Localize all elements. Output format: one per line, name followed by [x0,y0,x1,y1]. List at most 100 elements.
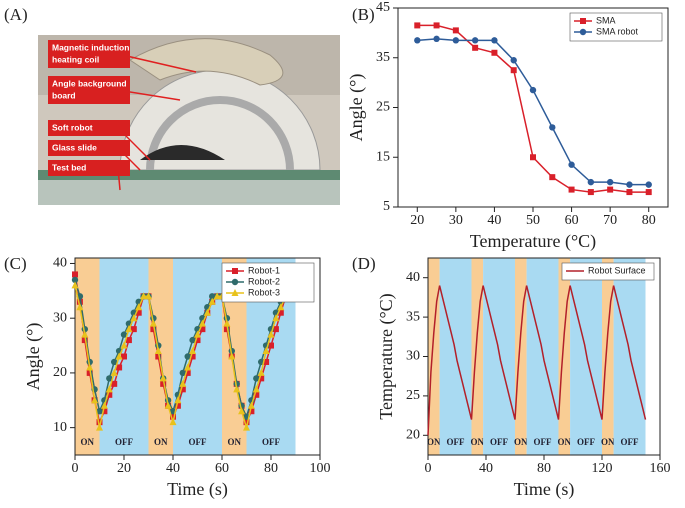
marker [111,380,118,387]
marker [223,326,230,333]
marker [491,49,498,56]
marker [96,423,103,431]
x-tick-label: 80 [642,213,656,228]
marker [248,408,255,415]
marker [587,189,594,196]
marker [198,319,206,327]
marker [247,401,255,409]
series-line [417,38,649,186]
marker [253,391,260,398]
phase-label: OFF [577,437,595,447]
plot-frame [74,257,321,456]
marker [645,189,652,196]
marker [471,37,479,44]
legend-marker [579,28,587,36]
marker [174,396,182,404]
marker [150,326,157,333]
series-line [427,285,647,436]
legend-label: SMA [596,15,616,25]
marker [277,309,284,316]
marker [116,364,123,371]
label-box [48,140,130,156]
marker [159,374,167,382]
y-tick-label: 35 [406,309,420,324]
marker [277,303,285,311]
x-axis-title: Time (s) [514,479,575,500]
y-tick-label: 30 [53,310,67,325]
marker [568,186,575,193]
marker [194,337,201,344]
x-tick-label: 20 [410,213,424,228]
marker [110,368,118,376]
marker [510,57,517,64]
marker [238,407,246,415]
x-tick-label: 40 [479,461,493,476]
phase-label: OFF [262,437,280,447]
marker [189,347,197,355]
soft-robot [140,145,225,160]
photo-label: Test bed [52,162,86,172]
marker [71,276,79,284]
phase-band [558,258,571,455]
y-tick-label: 10 [53,420,67,435]
x-tick-label: 50 [526,213,540,228]
phase-label: ON [601,437,615,447]
marker [203,308,211,316]
marker [179,369,186,377]
phase-band [173,258,222,455]
marker [164,401,172,409]
y-tick-label: 5 [383,199,390,214]
y-tick-label: 15 [376,149,390,164]
legend-marker [232,268,238,274]
marker [626,189,633,196]
phase-band [428,258,440,455]
marker [213,292,221,300]
legend-marker [580,18,586,24]
marker [607,186,614,193]
x-tick-label: 160 [650,461,671,476]
photo-label: board [52,90,76,100]
marker [223,319,231,327]
legend-marker [231,278,239,286]
legend-label: Robot-2 [248,276,280,286]
panel-label: (B) [352,5,375,24]
marker [414,22,421,29]
x-axis-title: Time (s) [167,479,228,500]
marker [81,337,88,344]
marker [257,368,265,376]
x-tick-label: 0 [72,461,79,476]
photo-panel: Magnetic induction heating coil Angle back… [38,35,340,205]
phase-band [602,258,614,455]
marker [184,353,191,360]
photo-label: Glass slide [52,142,97,152]
marker [149,319,157,327]
marker [135,309,142,316]
marker [101,408,108,415]
phase-label: OFF [490,437,508,447]
protractor-scale [146,96,294,171]
marker [96,408,103,415]
y-tick-label: 35 [376,50,390,65]
marker [76,303,84,311]
marker [199,326,206,333]
marker [530,154,536,161]
chart: ON OFF ON OFF ON OFF ON OFF ON OFF 0 40 80 120 160 20 25… [352,254,671,500]
test-bed [38,180,340,205]
marker [76,298,83,305]
marker [86,369,93,376]
glass-slide [38,170,340,180]
phase-label: OFF [115,437,133,447]
phase-label: ON [471,437,485,447]
x-tick-label: 80 [264,461,278,476]
marker [549,124,556,131]
marker [243,419,250,426]
label-box [48,76,130,104]
x-tick-label: 70 [603,213,617,228]
marker [106,375,113,382]
marker [115,352,123,360]
y-tick-label: 40 [406,270,420,285]
marker [96,419,103,426]
marker [154,347,162,355]
phase-label: ON [427,437,441,447]
legend-marker [231,289,239,296]
